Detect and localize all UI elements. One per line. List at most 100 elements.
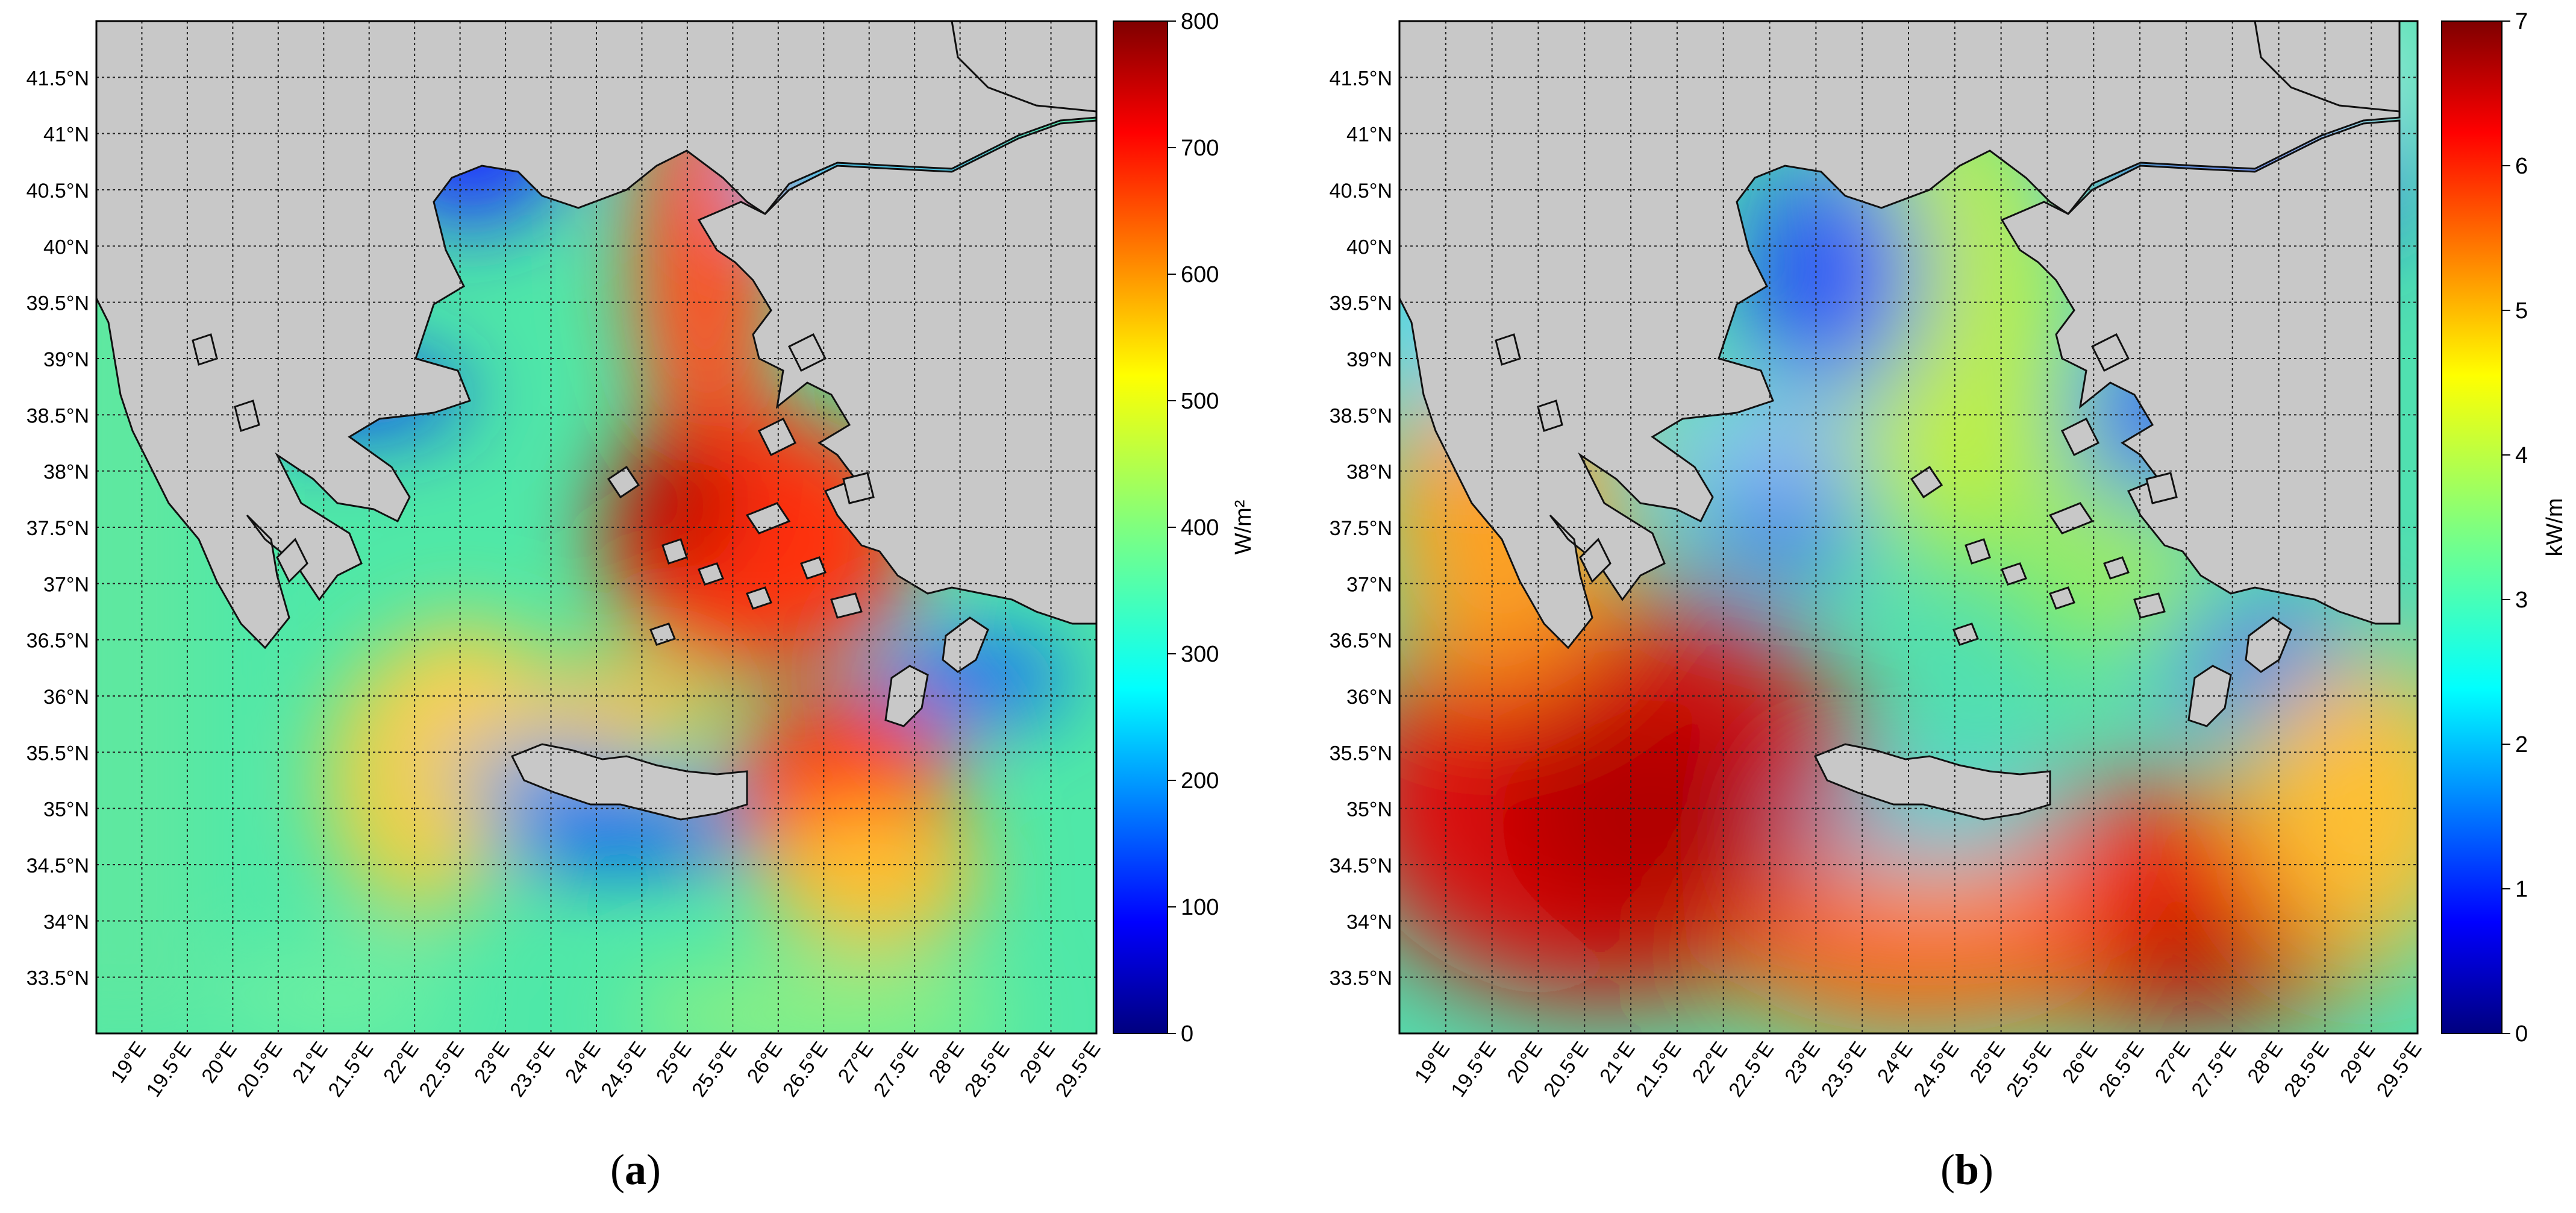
colorbar-tick-label: 5 bbox=[2515, 298, 2528, 324]
panel-b-lon-label: 21°E bbox=[1595, 1038, 1640, 1087]
colorbar-tick-label: 200 bbox=[1181, 768, 1219, 794]
panel-b-lon-label: 24°E bbox=[1873, 1038, 1918, 1087]
panel-b-colorbar: 0 1 2 3 4 5 6 7 kW/m bbox=[2441, 9, 2568, 1047]
colorbar-tick-label: 600 bbox=[1181, 262, 1219, 287]
panel-a-map: 41.5°N 41°N 40.5°N 40°N 39.5°N 39°N 38.5°N 38°N… bbox=[27, 20, 1105, 1102]
panel-b-lat-label: 38.5°N bbox=[1330, 404, 1392, 427]
panel-b-lat-label: 35°N bbox=[1346, 798, 1392, 821]
panel-a-lon-label: 22.5°E bbox=[414, 1038, 469, 1102]
panel-a-gridlines bbox=[96, 21, 1096, 1033]
panel-b-map: 41.5°N 41°N 40.5°N 40°N 39.5°N 39°N 38.5°N 38°N… bbox=[1330, 20, 2427, 1102]
colorbar-tick-label: 300 bbox=[1181, 642, 1219, 667]
panel-a-lon-label: 21°E bbox=[288, 1038, 333, 1087]
panel-b-lon-label: 22.5°E bbox=[1724, 1038, 1778, 1102]
colorbar-tick-label: 1 bbox=[2515, 877, 2528, 902]
panel-a-lon-label: 25.5°E bbox=[687, 1038, 742, 1102]
panel-a-lon-label: 27.5°E bbox=[869, 1038, 924, 1102]
panel-b-lat-label: 34°N bbox=[1346, 911, 1392, 933]
panel-a-lat-label: 38.5°N bbox=[27, 404, 89, 427]
panel-a-lon-label: 23.5°E bbox=[505, 1038, 560, 1102]
panel-b-lat-label: 36°N bbox=[1346, 686, 1392, 709]
colorbar-tick-label: 800 bbox=[1181, 9, 1219, 34]
colorbar-tick-label: 100 bbox=[1181, 895, 1219, 920]
panel-b-lon-label: 23°E bbox=[1780, 1038, 1825, 1087]
panel-a-lat-label: 33.5°N bbox=[27, 967, 89, 990]
panel-a-lon-label: 28.5°E bbox=[960, 1038, 1014, 1102]
panel-a-lat-label: 35.5°N bbox=[27, 742, 89, 765]
colorbar-tick-label: 400 bbox=[1181, 515, 1219, 541]
panel-a-caption-letter: a bbox=[625, 1146, 646, 1194]
panel-a-lat-label: 40°N bbox=[43, 236, 89, 259]
panel-a-lat-label: 34.5°N bbox=[27, 854, 89, 877]
colorbar-tick-label: 4 bbox=[2515, 443, 2528, 468]
panel-a-lat-label: 41.5°N bbox=[27, 67, 89, 90]
panel-a-lon-label: 21.5°E bbox=[324, 1038, 378, 1102]
panel-b-lon-label: 26.5°E bbox=[2095, 1038, 2149, 1102]
panel-b-lat-label: 35.5°N bbox=[1330, 742, 1392, 765]
panel-b-gridlines bbox=[1399, 21, 2418, 1033]
panel-b-lat-label: 36.5°N bbox=[1330, 630, 1392, 653]
panel-a-lon-label: 24.5°E bbox=[596, 1038, 651, 1102]
panel-b-colorbar-ticks: 0 1 2 3 4 5 6 7 bbox=[2502, 9, 2528, 1047]
panel-b-lat-label: 39°N bbox=[1346, 348, 1392, 371]
panel-a-lat-label: 36.5°N bbox=[27, 630, 89, 653]
panel-a-lon-label: 24°E bbox=[561, 1038, 605, 1087]
panel-b-lat-label: 37.5°N bbox=[1330, 517, 1392, 540]
colorbar-tick-label: 500 bbox=[1181, 389, 1219, 414]
colorbar-tick-label: 700 bbox=[1181, 136, 1219, 161]
panel-a-lon-label: 23°E bbox=[470, 1038, 514, 1087]
panel-b-caption-letter: b bbox=[1954, 1146, 1980, 1194]
panel-a-lat-labels: 41.5°N 41°N 40.5°N 40°N 39.5°N 39°N 38.5°N 38°N… bbox=[27, 67, 89, 989]
panel-a-lat-label: 39°N bbox=[43, 348, 89, 371]
panel-b-lat-label: 39.5°N bbox=[1330, 292, 1392, 315]
panel-b-lon-label: 27.5°E bbox=[2187, 1038, 2241, 1102]
panel-b-caption: (b) bbox=[1940, 1146, 1993, 1194]
panel-a-lat-label: 41°N bbox=[43, 124, 89, 146]
colorbar-tick-label: 6 bbox=[2515, 154, 2528, 179]
panel-b-lon-label: 20.5°E bbox=[1539, 1038, 1593, 1102]
colorbar-tick-label: 3 bbox=[2515, 588, 2528, 613]
panel-a-lon-label: 19.5°E bbox=[142, 1038, 196, 1102]
panel-b-lat-label: 41°N bbox=[1346, 124, 1392, 146]
panel-b-lon-label: 19.5°E bbox=[1446, 1038, 1501, 1102]
panel-a-colorbar-label: W/m² bbox=[1231, 500, 1256, 555]
panel-a-lon-label: 26.5°E bbox=[778, 1038, 833, 1102]
panel-b-lat-label: 40°N bbox=[1346, 236, 1392, 259]
panel-b-lat-label: 41.5°N bbox=[1330, 67, 1392, 90]
panel-a-lat-label: 39.5°N bbox=[27, 292, 89, 315]
panel-b-lat-label: 38°N bbox=[1346, 461, 1392, 484]
panel-a-lon-label: 26°E bbox=[743, 1038, 787, 1087]
panel-a-lat-label: 38°N bbox=[43, 461, 89, 484]
panel-b-lat-label: 40.5°N bbox=[1330, 180, 1392, 202]
panel-b-lat-label: 33.5°N bbox=[1330, 967, 1392, 990]
panel-a-colorbar: 0 100 200 300 400 500 600 700 800 W/m² bbox=[1113, 9, 1256, 1047]
panel-b-colorbar-label: kW/m bbox=[2542, 498, 2568, 556]
panel-b-lon-label: 26°E bbox=[2058, 1038, 2102, 1087]
panel-a-lon-label: 28°E bbox=[925, 1038, 969, 1087]
panel-b-lon-label: 20°E bbox=[1502, 1038, 1547, 1087]
panel-a-lat-label: 37°N bbox=[43, 573, 89, 596]
panel-a-lat-label: 37.5°N bbox=[27, 517, 89, 540]
panel-a-lon-label: 25°E bbox=[652, 1038, 696, 1087]
panel-a-lon-label: 20.5°E bbox=[233, 1038, 287, 1102]
panel-b-lon-label: 22°E bbox=[1688, 1038, 1733, 1087]
panel-b-lon-label: 29.5°E bbox=[2372, 1038, 2427, 1102]
panel-a-colorbar-ticks: 0 100 200 300 400 500 600 700 800 bbox=[1168, 9, 1219, 1047]
panel-a-lat-label: 35°N bbox=[43, 798, 89, 821]
panel-b-lon-label: 25.5°E bbox=[2002, 1038, 2056, 1102]
panel-a-lat-label: 34°N bbox=[43, 911, 89, 933]
panel-b-lon-label: 27°E bbox=[2151, 1038, 2195, 1087]
panel-b-lat-labels: 41.5°N 41°N 40.5°N 40°N 39.5°N 39°N 38.5°N 38°N… bbox=[1330, 67, 1392, 989]
colorbar-tick-label: 7 bbox=[2515, 9, 2528, 34]
panel-b-lon-label: 28.5°E bbox=[2280, 1038, 2334, 1102]
panel-b-lat-label: 34.5°N bbox=[1330, 854, 1392, 877]
panel-b-lon-label: 19°E bbox=[1410, 1038, 1455, 1087]
panel-b-lon-label: 24.5°E bbox=[1909, 1038, 1963, 1102]
panel-a-lon-labels: 19°E19.5°E 20°E20.5°E 21°E21.5°E 22°E22.5°E… bbox=[106, 1038, 1105, 1102]
panel-a-lon-label: 27°E bbox=[834, 1038, 878, 1087]
colorbar-tick-label: 0 bbox=[1181, 1021, 1193, 1047]
panel-b-lon-label: 29°E bbox=[2336, 1038, 2380, 1087]
panel-a-lat-label: 36°N bbox=[43, 686, 89, 709]
colorbar-tick-label: 2 bbox=[2515, 732, 2528, 757]
